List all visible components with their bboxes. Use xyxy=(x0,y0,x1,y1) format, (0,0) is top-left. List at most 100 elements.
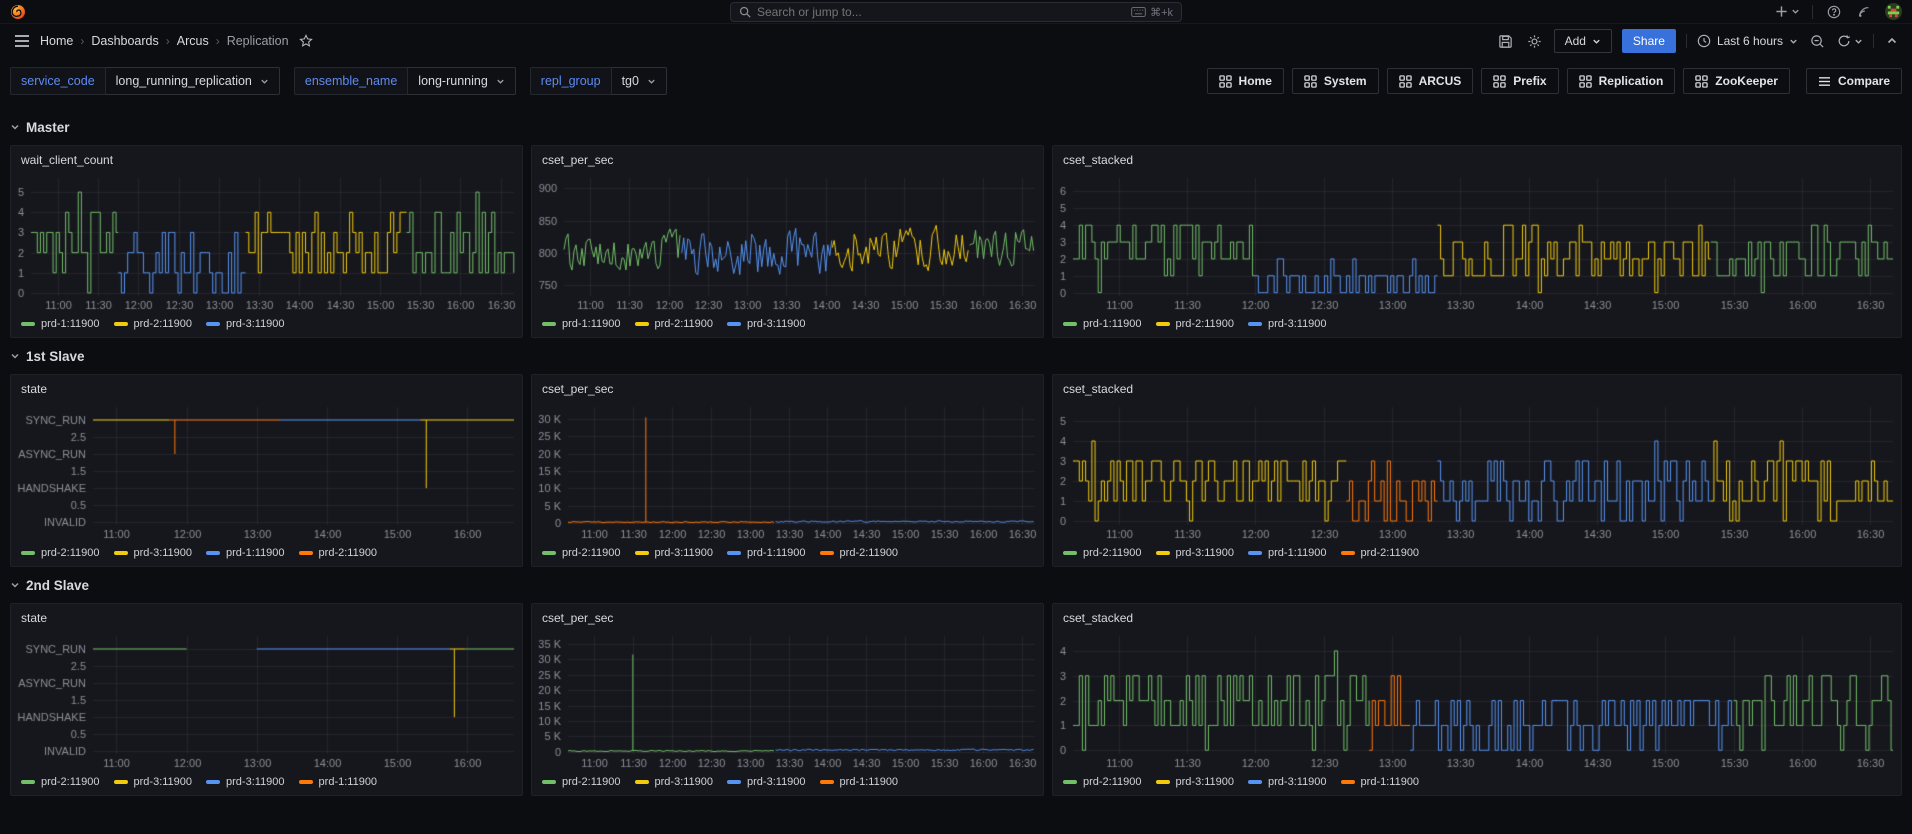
legend-item[interactable]: prd-2:11900 xyxy=(21,547,100,559)
breadcrumb-home[interactable]: Home xyxy=(40,34,74,48)
legend-series-label: prd-3:11900 xyxy=(747,776,806,788)
chevron-down-icon xyxy=(261,79,268,84)
dashboard-link-system[interactable]: System xyxy=(1291,68,1379,94)
timeseries-chart[interactable] xyxy=(11,170,522,313)
chevron-down-icon xyxy=(1855,39,1862,44)
legend-item[interactable]: prd-3:11900 xyxy=(634,547,713,559)
legend-item[interactable]: prd-1:11900 xyxy=(542,318,621,330)
timeseries-chart[interactable] xyxy=(532,628,1043,771)
dashboard-link-arcus[interactable]: ARCUS xyxy=(1386,68,1474,94)
row-header-2nd-slave[interactable]: 2nd Slave xyxy=(10,574,1902,596)
legend-item[interactable]: prd-1:11900 xyxy=(1340,776,1419,788)
panel-title[interactable]: cset_per_sec xyxy=(542,382,614,396)
dashboard-link-home[interactable]: Home xyxy=(1206,68,1284,94)
search-input[interactable] xyxy=(757,5,1126,19)
panel-title[interactable]: state xyxy=(21,382,48,396)
favorite-star-icon[interactable] xyxy=(298,34,313,48)
panel-title[interactable]: state xyxy=(21,611,48,625)
panel-cset_stacked: cset_stacked prd-1:11900 prd-2:11900 prd-3:… xyxy=(1052,145,1902,338)
top-navigation-bar: ⌘+k xyxy=(0,0,1912,24)
legend-item[interactable]: prd-3:11900 xyxy=(1248,318,1327,330)
collapse-toolbar-icon[interactable] xyxy=(1884,33,1900,49)
legend-item[interactable]: prd-1:11900 xyxy=(727,547,806,559)
dashboard-link-zookeeper[interactable]: ZooKeeper xyxy=(1683,68,1790,94)
legend-item[interactable]: prd-2:11900 xyxy=(542,776,621,788)
legend-item[interactable]: prd-2:11900 xyxy=(113,318,192,330)
variable-value-dropdown[interactable]: tg0 xyxy=(611,67,667,95)
legend-item[interactable]: prd-3:11900 xyxy=(727,318,806,330)
settings-gear-icon[interactable] xyxy=(1525,32,1544,51)
variable-value: tg0 xyxy=(621,74,639,88)
legend-series-label: prd-3:11900 xyxy=(1175,547,1235,559)
legend-item[interactable]: prd-2:11900 xyxy=(1063,547,1142,559)
legend-item[interactable]: prd-2:11900 xyxy=(542,547,621,559)
news-rss-icon[interactable] xyxy=(1855,3,1873,21)
zoom-out-time-icon[interactable] xyxy=(1808,32,1827,51)
chevron-down-icon xyxy=(11,124,19,130)
legend-item[interactable]: prd-2:11900 xyxy=(634,318,714,330)
timeseries-chart[interactable] xyxy=(1053,170,1901,313)
dashboard-link-replication[interactable]: Replication xyxy=(1566,68,1676,94)
timeseries-chart[interactable] xyxy=(11,628,522,771)
dashboard-link-prefix[interactable]: Prefix xyxy=(1481,68,1559,94)
user-avatar[interactable] xyxy=(1885,3,1902,20)
refresh-control[interactable] xyxy=(1837,34,1863,48)
legend-item[interactable]: prd-3:11900 xyxy=(1155,776,1234,788)
panel-title[interactable]: cset_per_sec xyxy=(542,153,614,167)
help-icon[interactable] xyxy=(1825,3,1843,21)
legend-item[interactable]: prd-3:11900 xyxy=(206,776,285,788)
legend-item[interactable]: prd-2:11900 xyxy=(21,776,100,788)
legend-series-label: prd-2:11900 xyxy=(654,318,714,330)
legend-item[interactable]: prd-2:11900 xyxy=(819,547,898,559)
legend-item[interactable]: prd-2:11900 xyxy=(1155,318,1234,330)
grafana-logo[interactable] xyxy=(10,4,26,20)
variable-value-dropdown[interactable]: long_running_replication xyxy=(105,67,280,95)
row-header-1st-slave[interactable]: 1st Slave xyxy=(10,345,1902,367)
menu-toggle-icon[interactable] xyxy=(12,32,32,50)
legend-color-dash xyxy=(1155,551,1170,555)
legend-color-dash xyxy=(206,551,221,555)
legend-item[interactable]: prd-1:11900 xyxy=(819,776,898,788)
global-search[interactable]: ⌘+k xyxy=(730,2,1182,22)
legend-item[interactable]: prd-2:11900 xyxy=(1340,547,1419,559)
share-button[interactable]: Share xyxy=(1621,29,1676,53)
legend-item[interactable]: prd-1:11900 xyxy=(206,547,285,559)
breadcrumb-arcus[interactable]: Arcus xyxy=(176,34,209,48)
legend-item[interactable]: prd-3:11900 xyxy=(1248,776,1327,788)
legend-series-label: prd-1:11900 xyxy=(1268,547,1327,559)
timeseries-chart[interactable] xyxy=(1053,399,1901,542)
row-header-master[interactable]: Master xyxy=(10,116,1902,138)
time-range-picker[interactable]: Last 6 hours xyxy=(1697,34,1798,48)
panel-title[interactable]: cset_stacked xyxy=(1063,611,1134,625)
breadcrumb-dashboards[interactable]: Dashboards xyxy=(91,34,159,48)
legend-item[interactable]: prd-3:11900 xyxy=(634,776,713,788)
list-icon xyxy=(1818,76,1830,86)
timeseries-chart[interactable] xyxy=(532,399,1043,542)
save-dashboard-icon[interactable] xyxy=(1496,32,1515,51)
legend-item[interactable]: prd-3:11900 xyxy=(727,776,806,788)
legend-item[interactable]: prd-3:11900 xyxy=(1155,547,1235,559)
legend-item[interactable]: prd-2:11900 xyxy=(298,547,377,559)
compare-button[interactable]: Compare xyxy=(1805,68,1902,94)
legend-item[interactable]: prd-3:11900 xyxy=(113,776,192,788)
add-button[interactable]: Add xyxy=(1553,29,1612,53)
chevron-down-icon xyxy=(1790,39,1797,44)
timeseries-chart[interactable] xyxy=(532,170,1043,313)
legend-item[interactable]: prd-1:11900 xyxy=(298,776,377,788)
legend-item[interactable]: prd-2:11900 xyxy=(1063,776,1142,788)
panel-title[interactable]: cset_stacked xyxy=(1063,153,1134,167)
new-menu-button[interactable] xyxy=(1775,5,1800,18)
variable-value-dropdown[interactable]: long-running xyxy=(408,67,516,95)
timeseries-chart[interactable] xyxy=(1053,628,1901,771)
legend-item[interactable]: prd-1:11900 xyxy=(1248,547,1327,559)
legend-item[interactable]: prd-1:11900 xyxy=(1063,318,1142,330)
legend-color-dash xyxy=(113,551,128,555)
panel-title[interactable]: cset_stacked xyxy=(1063,382,1134,396)
timeseries-chart[interactable] xyxy=(11,399,522,542)
legend-item[interactable]: prd-3:11900 xyxy=(206,318,285,330)
legend-item[interactable]: prd-1:11900 xyxy=(21,318,100,330)
panel-title[interactable]: wait_client_count xyxy=(21,153,114,167)
panel-title[interactable]: cset_per_sec xyxy=(542,611,614,625)
legend-item[interactable]: prd-3:11900 xyxy=(113,547,192,559)
legend-series-label: prd-2:11900 xyxy=(562,776,621,788)
